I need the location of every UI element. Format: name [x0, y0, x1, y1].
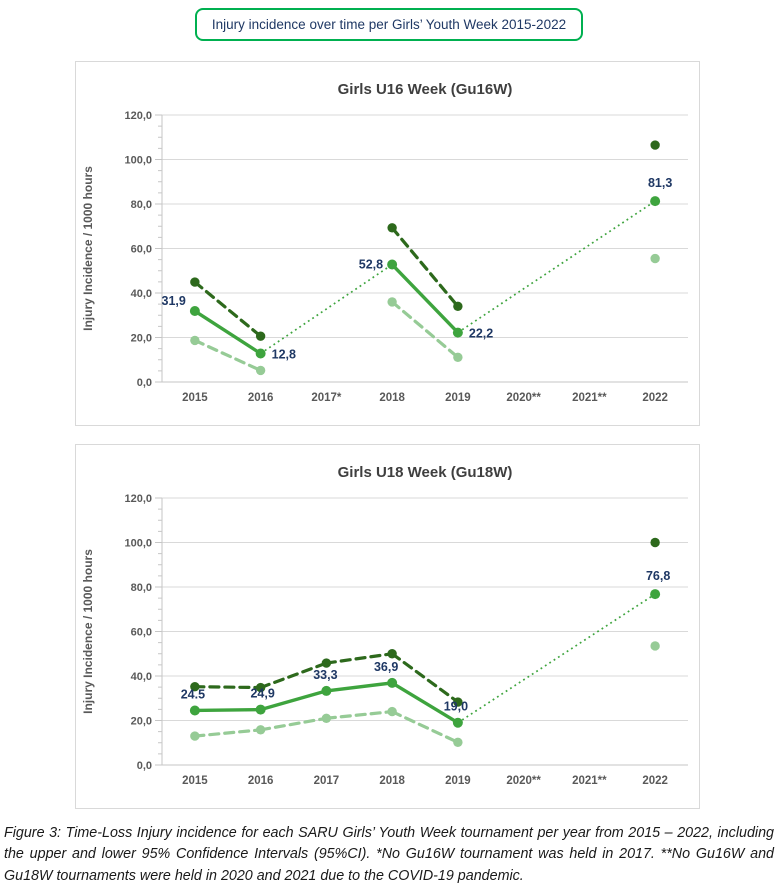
- figure-title-box: Injury incidence over time per Girls’ Yo…: [194, 8, 584, 41]
- svg-text:2015: 2015: [182, 392, 208, 404]
- svg-text:2022: 2022: [642, 775, 668, 787]
- svg-text:2017: 2017: [314, 775, 340, 787]
- chart-panel-gu18w: 0,0 20,0 40,0 60,0 80,0 100,0 120,0 2015 2016 201…: [75, 444, 700, 809]
- svg-text:80,0: 80,0: [131, 582, 152, 594]
- svg-text:81,3: 81,3: [648, 176, 672, 190]
- svg-text:100,0: 100,0: [124, 538, 152, 550]
- chart-title: Girls U16 Week (Gu16W): [338, 81, 513, 98]
- svg-text:76,8: 76,8: [646, 569, 670, 583]
- series-upper-95-ci: [190, 140, 660, 341]
- svg-text:60,0: 60,0: [131, 627, 152, 639]
- svg-text:33,3: 33,3: [313, 668, 337, 682]
- svg-text:2019: 2019: [445, 392, 471, 404]
- x-tick-labels: 2015 2016 2017* 2018 2019 2020** 2021** 2022: [182, 392, 668, 404]
- svg-text:40,0: 40,0: [131, 671, 152, 683]
- gridlines: [162, 497, 688, 721]
- axis-ticks: [155, 114, 162, 383]
- svg-text:24,9: 24,9: [250, 687, 274, 701]
- series-lower-95-ci: [190, 641, 660, 748]
- svg-text:52,8: 52,8: [359, 258, 383, 272]
- svg-text:2019: 2019: [445, 775, 471, 787]
- svg-text:2015: 2015: [182, 775, 208, 787]
- y-axis-title: Injury Incidence / 1000 hours: [81, 549, 95, 714]
- svg-text:2022: 2022: [642, 392, 668, 404]
- svg-text:100,0: 100,0: [124, 155, 152, 167]
- svg-text:24.5: 24.5: [181, 687, 205, 701]
- svg-text:2016: 2016: [248, 775, 274, 787]
- charts-container: 0,0 20,0 40,0 60,0 80,0 100,0 120,0 2015 2016 201…: [75, 61, 700, 809]
- svg-text:12,8: 12,8: [272, 348, 296, 362]
- svg-text:40,0: 40,0: [131, 288, 152, 300]
- data-labels: 31,9 12,8 52,8 22,2 81,3: [162, 176, 673, 361]
- svg-text:2020**: 2020**: [506, 775, 541, 787]
- gridlines: [162, 114, 688, 338]
- svg-text:2018: 2018: [379, 392, 405, 404]
- svg-text:19,0: 19,0: [444, 700, 468, 714]
- figure-caption: Figure 3: Time-Loss Injury incidence for…: [4, 825, 774, 884]
- x-tick-labels: 2015 2016 2017 2018 2019 2020** 2021** 2022: [182, 775, 668, 787]
- svg-text:2016: 2016: [248, 392, 274, 404]
- series-lower-95-ci: [190, 253, 660, 376]
- svg-text:0,0: 0,0: [137, 377, 152, 389]
- svg-text:60,0: 60,0: [131, 244, 152, 256]
- y-tick-labels: 0,0 20,0 40,0 60,0 80,0 100,0 120,0: [124, 493, 152, 772]
- svg-text:36,9: 36,9: [374, 660, 398, 674]
- figure-title-text: Injury incidence over time per Girls’ Yo…: [211, 17, 567, 32]
- svg-text:120,0: 120,0: [124, 110, 152, 122]
- y-axis-title: Injury Incidence / 1000 hours: [81, 166, 95, 331]
- svg-text:2018: 2018: [379, 775, 405, 787]
- svg-text:22,2: 22,2: [469, 327, 493, 341]
- svg-text:2020**: 2020**: [506, 392, 541, 404]
- svg-text:0,0: 0,0: [137, 760, 152, 772]
- chart-title: Girls U18 Week (Gu18W): [338, 464, 513, 481]
- axis-ticks: [155, 497, 162, 766]
- chart-panel-gu16w: 0,0 20,0 40,0 60,0 80,0 100,0 120,0 2015 2016 201…: [75, 61, 700, 426]
- y-tick-labels: 0,0 20,0 40,0 60,0 80,0 100,0 120,0: [124, 110, 152, 389]
- series-injury-incidence: [189, 196, 661, 359]
- svg-text:20,0: 20,0: [131, 716, 152, 728]
- svg-text:2021**: 2021**: [572, 775, 607, 787]
- svg-text:20,0: 20,0: [131, 333, 152, 345]
- data-labels: 24.5 24,9 33,3 36,9 19,0 76,8: [181, 569, 671, 714]
- svg-text:31,9: 31,9: [162, 294, 186, 308]
- svg-text:80,0: 80,0: [131, 199, 152, 211]
- series-upper-95-ci: [190, 537, 660, 707]
- svg-text:2021**: 2021**: [572, 392, 607, 404]
- series-injury-incidence: [189, 589, 661, 728]
- svg-text:2017*: 2017*: [311, 392, 342, 404]
- svg-text:120,0: 120,0: [124, 493, 152, 505]
